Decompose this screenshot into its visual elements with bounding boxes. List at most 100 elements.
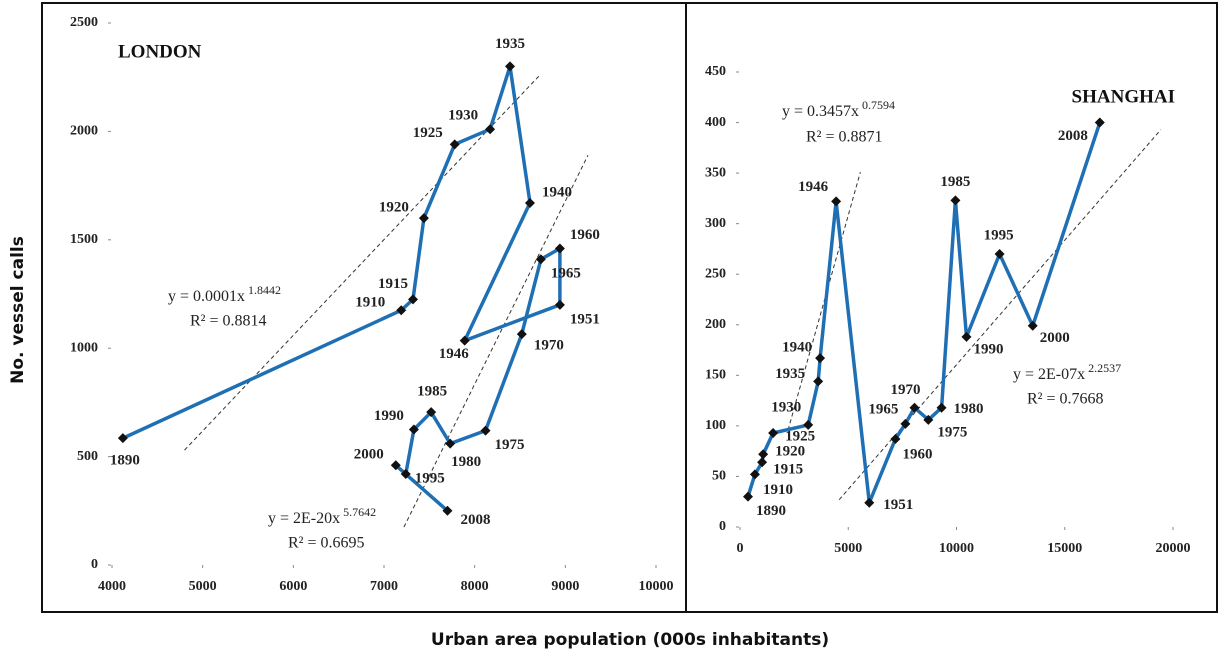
data-point (890, 434, 901, 445)
x-tick-label: 10000 (939, 541, 974, 556)
data-point (757, 457, 768, 468)
equation-text: y = 2E-20x (268, 510, 340, 527)
data-point (554, 243, 565, 254)
point-label: 2008 (1058, 128, 1088, 144)
point-label: 1940 (542, 184, 572, 200)
point-label: 1951 (883, 497, 913, 513)
trendline (184, 74, 541, 451)
point-label: 1925 (413, 125, 443, 141)
data-point (813, 376, 824, 387)
equation-text: y = 2E-07x (1013, 366, 1085, 383)
x-tick-label: 20000 (1156, 541, 1191, 556)
y-tick-label: 1000 (70, 340, 98, 355)
x-tick-label: 9000 (551, 579, 579, 594)
point-label: 1910 (763, 482, 793, 498)
x-tick-label: 5000 (189, 579, 217, 594)
trendline (838, 129, 1162, 501)
trend-equation: y = 0.3457x 0.7594 (782, 98, 895, 120)
data-point (909, 402, 920, 413)
point-label: 2000 (354, 447, 384, 463)
trend-equation: y = 2E-20x 5.7642 (268, 505, 376, 527)
point-label: 1980 (451, 454, 481, 470)
equation-text: y = 0.0001x (168, 288, 245, 305)
data-point (449, 139, 460, 150)
y-tick-label: 150 (705, 368, 726, 383)
y-tick-label: 0 (719, 519, 726, 534)
point-label: 1970 (890, 382, 920, 398)
data-point (408, 424, 419, 435)
point-label: 1965 (868, 401, 898, 417)
data-point (535, 254, 546, 265)
x-tick-label: 5000 (834, 541, 862, 556)
y-tick-label: 2000 (70, 124, 98, 139)
y-tick-label: 300 (705, 216, 726, 231)
point-label: 1930 (771, 399, 801, 415)
point-label: 1920 (775, 444, 805, 460)
x-tick-label: 0 (737, 541, 744, 556)
data-line (746, 122, 1102, 505)
x-tick-label: 8000 (461, 579, 489, 594)
point-label: 1935 (495, 36, 525, 52)
trend-equation: y = 0.0001x 1.8442 (168, 283, 281, 305)
point-label: 1951 (570, 311, 600, 327)
y-tick-label: 100 (705, 418, 726, 433)
data-point (408, 294, 419, 305)
y-tick-label: 200 (705, 317, 726, 332)
y-tick-label: 500 (77, 449, 98, 464)
data-point (749, 469, 760, 480)
data-point (445, 438, 456, 449)
x-tick-label: 10000 (639, 579, 674, 594)
point-label: 1910 (355, 295, 385, 311)
data-point (950, 195, 961, 206)
y-tick-label: 350 (705, 165, 726, 180)
x-tick-label: 15000 (1047, 541, 1082, 556)
data-point (994, 249, 1005, 259)
point-label: 1930 (448, 108, 478, 124)
y-tick-label: 0 (91, 557, 98, 572)
data-point (900, 418, 911, 429)
r-squared: R² = 0.7668 (1027, 391, 1104, 408)
data-point (923, 414, 934, 425)
data-point (524, 197, 535, 208)
x-tick-label: 4000 (98, 579, 126, 594)
r-squared: R² = 0.8871 (806, 129, 883, 146)
x-tick-label: 6000 (279, 579, 307, 594)
r-squared: R² = 0.6695 (288, 535, 365, 552)
data-point (485, 124, 496, 135)
point-label: 1995 (984, 227, 1014, 243)
data-point (768, 427, 779, 438)
data-point (831, 196, 842, 207)
data-point (803, 419, 814, 430)
y-tick-label: 250 (705, 266, 726, 281)
point-label: 2000 (1040, 330, 1070, 346)
data-point (864, 497, 875, 508)
equation-exponent: 1.8442 (248, 283, 281, 297)
trendline (403, 155, 589, 528)
data-point (516, 329, 527, 340)
point-label: 1915 (773, 462, 803, 478)
panel-title: LONDON (118, 41, 202, 62)
data-point (459, 335, 470, 346)
data-point (390, 460, 401, 471)
y-tick-label: 2500 (70, 15, 98, 30)
data-point (758, 449, 769, 460)
data-point (396, 305, 407, 316)
data-point (418, 213, 429, 224)
data-point (1094, 117, 1105, 128)
data-line (122, 64, 562, 513)
point-label: 1960 (902, 446, 932, 462)
point-label: 2008 (460, 512, 490, 528)
point-label: 1990 (374, 408, 404, 424)
equation-text: y = 0.3457x (782, 103, 859, 120)
point-label: 1990 (973, 341, 1003, 357)
point-label: 1960 (570, 227, 600, 243)
point-label: 1980 (954, 401, 984, 417)
point-label: 1940 (782, 340, 812, 356)
point-label: 1995 (415, 470, 445, 486)
y-axis-title: No. vessel calls (8, 236, 28, 384)
y-tick-label: 50 (712, 469, 726, 484)
point-label: 1925 (785, 428, 815, 444)
point-label: 1946 (798, 179, 829, 195)
data-point (505, 61, 516, 72)
